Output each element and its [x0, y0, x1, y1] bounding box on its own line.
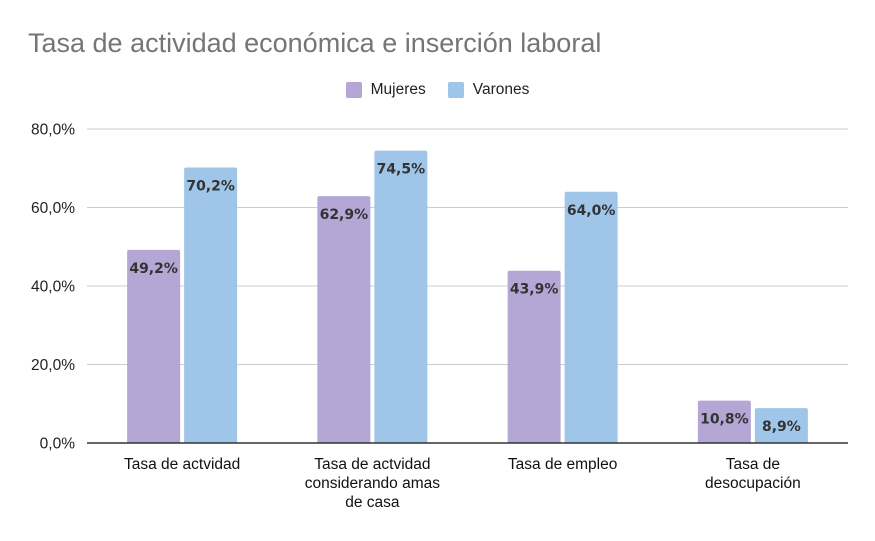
- data-label-mujeres-0: 49,2%: [129, 261, 178, 277]
- category-label-line: Tasa de actvidad: [314, 456, 430, 473]
- category-label-line: Tasa de actvidad: [124, 456, 240, 473]
- y-tick-label: 0,0%: [40, 436, 76, 453]
- category-label-3: Tasa de desocupación: [705, 456, 801, 492]
- legend-item-varones[interactable]: Varones: [447, 81, 530, 99]
- chart-title: Tasa de actividad económica e inserción …: [28, 28, 602, 58]
- legend-label-mujeres: Mujeres: [370, 81, 426, 98]
- data-label-varones-1: 74,5%: [377, 162, 426, 178]
- x-axis-categories: Tasa de actvidad Tasa de actvidad consider…: [124, 456, 801, 511]
- category-label-line: Tasa de: [726, 456, 780, 473]
- category-label-2: Tasa de empleo: [508, 456, 617, 473]
- y-axis-ticks: 0,0% 20,0% 40,0% 60,0% 80,0%: [31, 122, 75, 453]
- data-label-varones-0: 70,2%: [186, 178, 235, 194]
- bar-mujeres-0[interactable]: [127, 249, 181, 443]
- bar-varones-1[interactable]: [374, 150, 428, 443]
- category-label-line: Tasa de empleo: [508, 456, 617, 473]
- data-label-mujeres-1: 62,9%: [320, 207, 369, 223]
- category-label-line: de casa: [345, 494, 400, 511]
- legend-swatch-varones: [447, 82, 464, 98]
- bar-varones-0[interactable]: [184, 167, 238, 443]
- bar-varones-3[interactable]: [754, 408, 808, 443]
- bar-varones-2[interactable]: [564, 191, 618, 443]
- bar-mujeres-2[interactable]: [507, 270, 561, 443]
- legend-swatch-mujeres: [345, 82, 362, 98]
- category-label-1: Tasa de actvidad considerando amas de casa: [305, 456, 441, 511]
- y-tick-label: 80,0%: [31, 122, 75, 139]
- y-tick-label: 40,0%: [31, 279, 75, 296]
- category-label-line: considerando amas: [305, 475, 441, 492]
- bar-mujeres-1[interactable]: [317, 196, 371, 443]
- data-label-mujeres-2: 43,9%: [510, 282, 559, 298]
- legend-item-mujeres[interactable]: Mujeres: [345, 81, 426, 99]
- data-label-varones-2: 64,0%: [567, 203, 616, 219]
- data-label-varones-3: 8,9%: [762, 419, 801, 435]
- legend: Mujeres Varones: [0, 78, 875, 102]
- y-tick-label: 60,0%: [31, 200, 75, 217]
- category-label-line: desocupación: [705, 475, 801, 492]
- data-label-mujeres-3: 10,8%: [700, 412, 749, 428]
- data-labels: 49,2% 70,2% 62,9% 74,5% 43,9% 64,0% 10,8% 8,9%: [129, 162, 800, 435]
- y-tick-label: 20,0%: [31, 357, 75, 374]
- legend-label-varones: Varones: [472, 81, 530, 98]
- bars: [127, 150, 808, 443]
- bar-mujeres-3[interactable]: [697, 400, 751, 443]
- category-label-0: Tasa de actvidad: [124, 456, 240, 473]
